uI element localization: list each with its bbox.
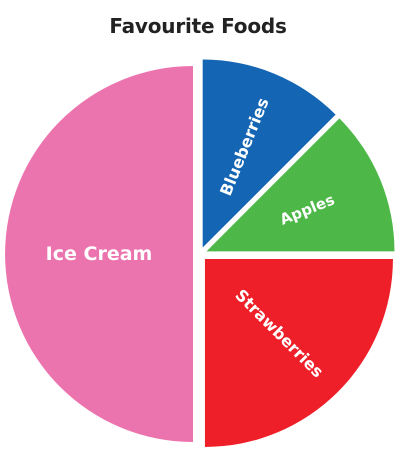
chart-title: Favourite Foods bbox=[109, 14, 287, 38]
pie-slice-blueberries bbox=[202, 59, 336, 248]
pie-slice-apples bbox=[206, 118, 395, 252]
slice-label-ice-cream: Ice Cream bbox=[46, 243, 153, 265]
pie-slice-strawberries bbox=[204, 258, 393, 447]
pie-slice-ice-cream bbox=[5, 66, 194, 442]
